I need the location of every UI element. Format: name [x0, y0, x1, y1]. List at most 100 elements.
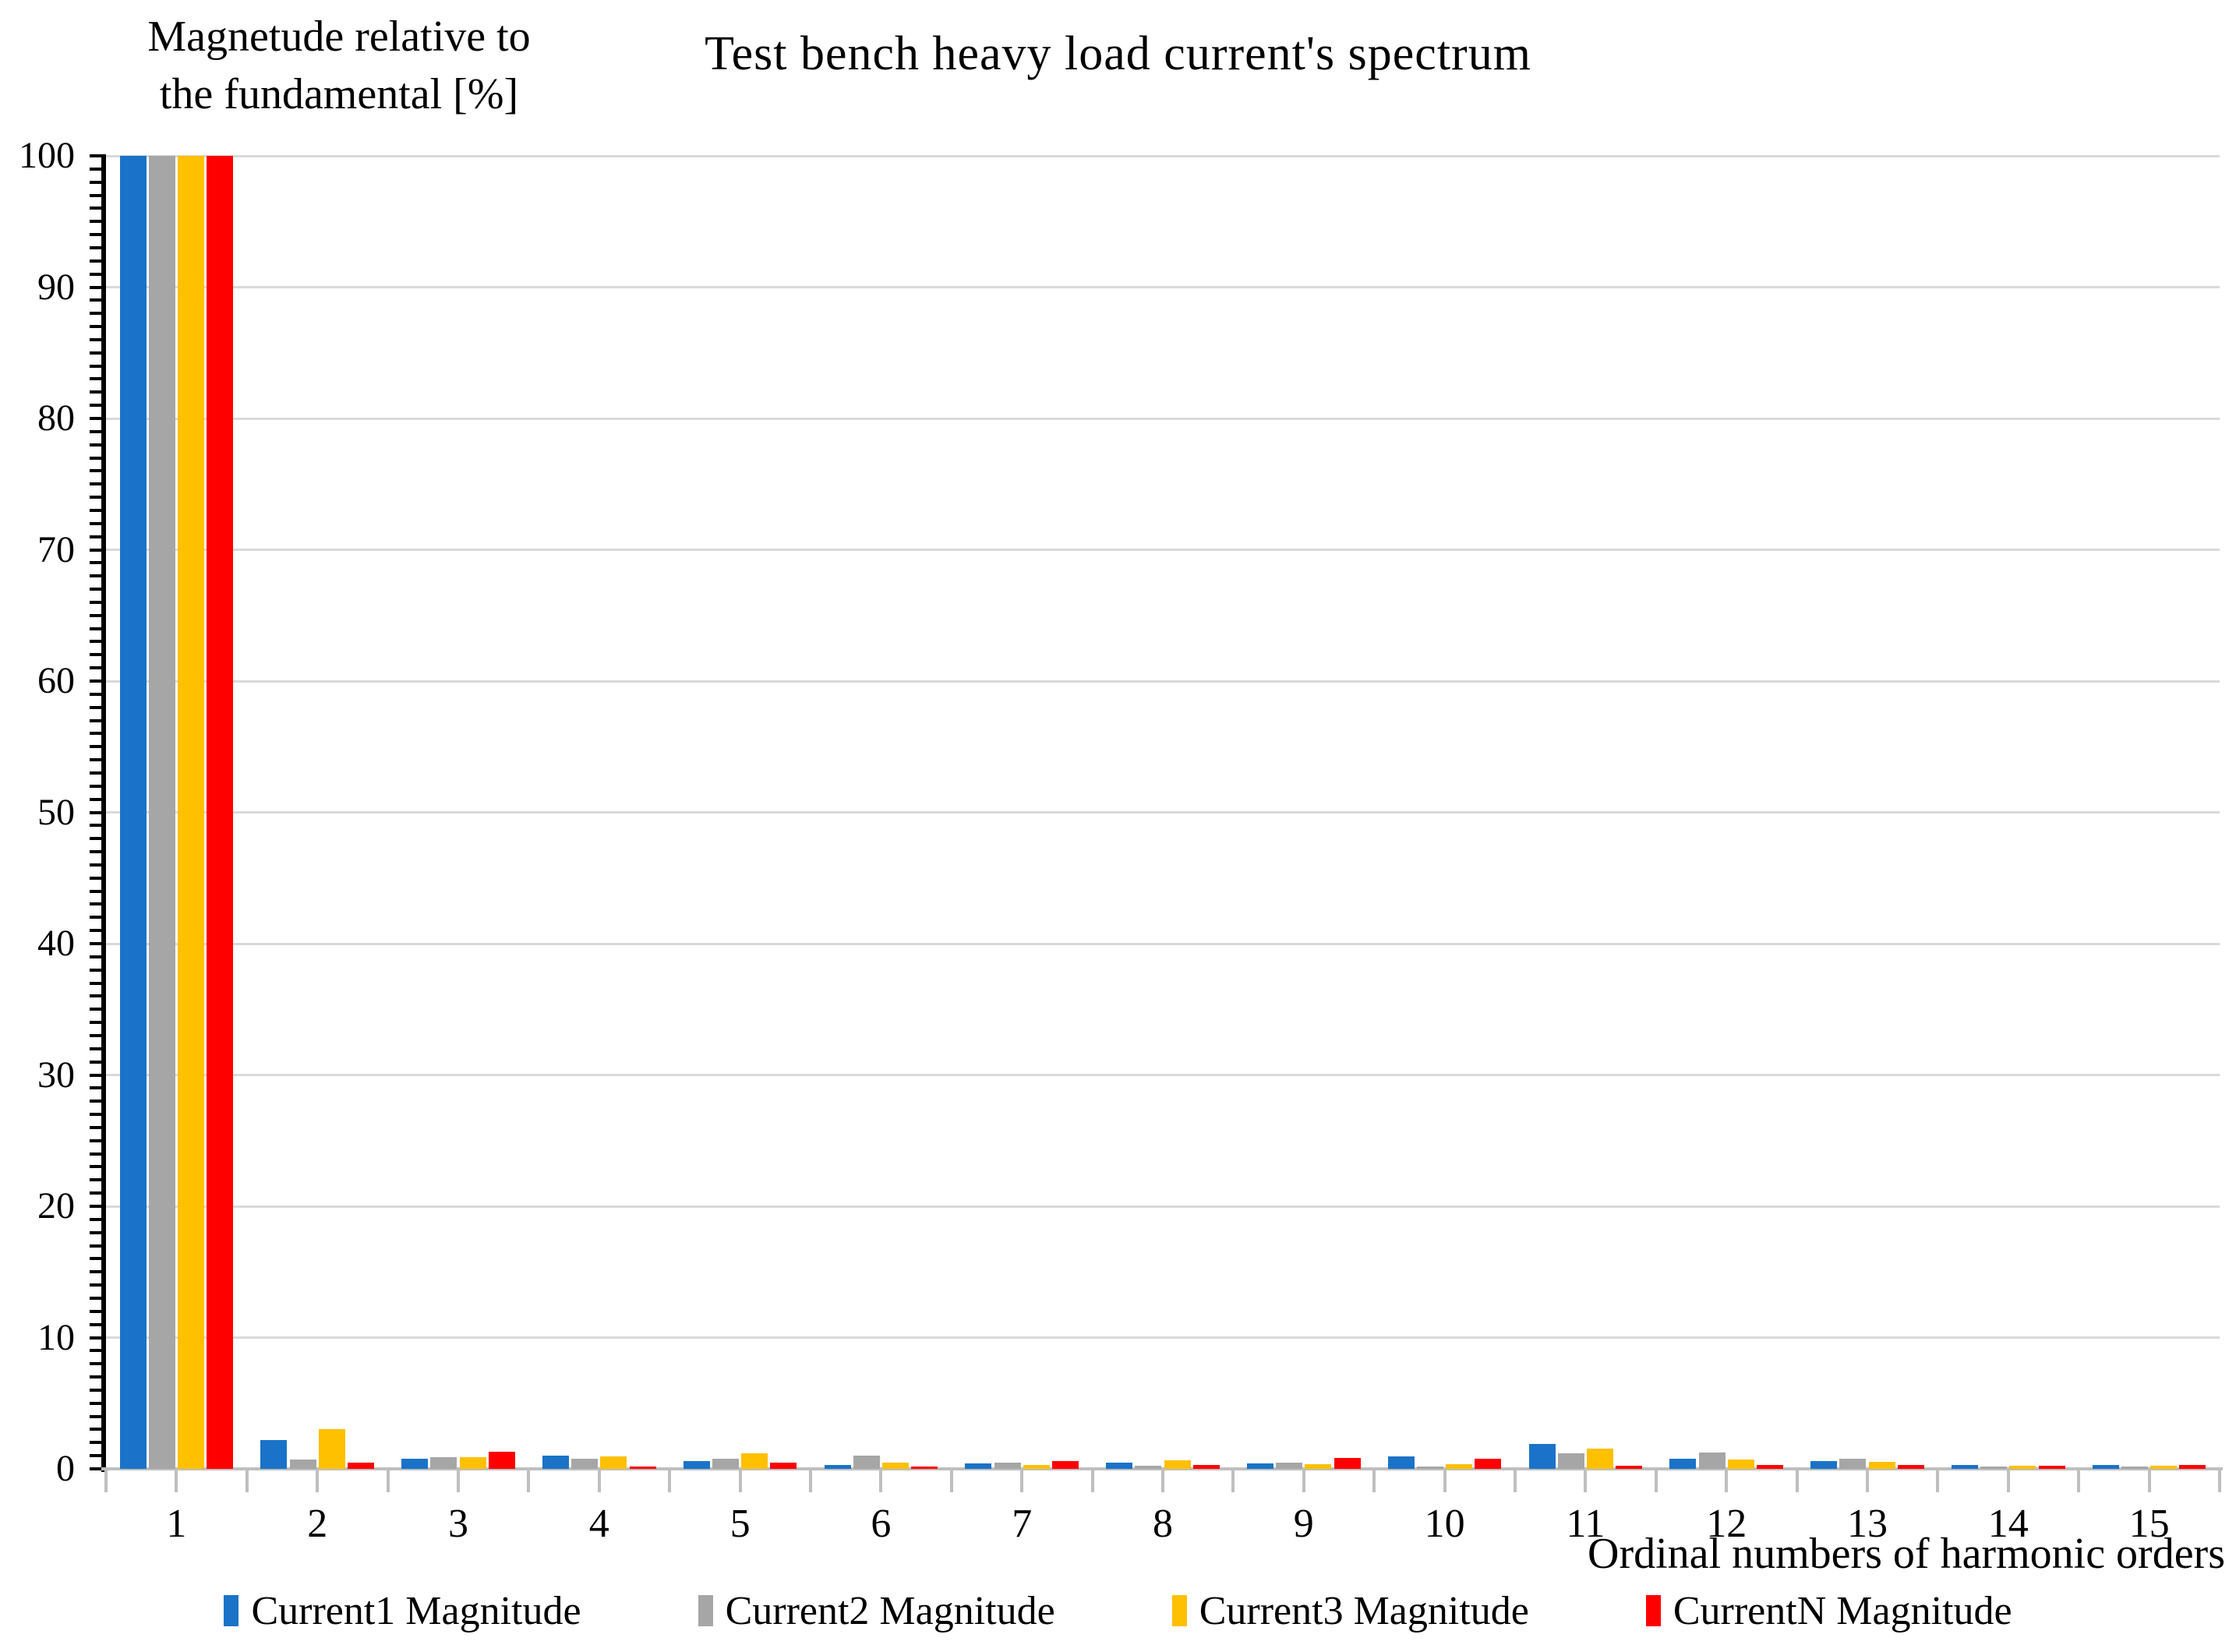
x-axis-tick [1231, 1469, 1235, 1492]
bar-current3-magnitude-h11 [1587, 1449, 1613, 1469]
y-axis-tick [90, 1467, 101, 1470]
bar-current2-magnitude-h10 [1417, 1467, 1443, 1469]
bar-current1-magnitude-h5 [683, 1461, 710, 1469]
y-axis-tick [90, 298, 101, 302]
bar-current3-magnitude-h13 [1868, 1462, 1895, 1469]
y-axis-tick [90, 337, 101, 341]
y-axis-tick [90, 1349, 101, 1353]
bar-currentn-magnitude-h7 [1052, 1461, 1079, 1469]
y-axis-tick [90, 942, 101, 945]
x-axis-tick [316, 1469, 320, 1492]
x-axis-tick [457, 1469, 460, 1492]
y-tick-label-70: 70 [37, 528, 75, 570]
bar-current2-magnitude-h9 [1276, 1463, 1303, 1469]
x-tick-label-6: 6 [871, 1502, 892, 1546]
y-axis-tick [90, 1073, 101, 1077]
y-axis-tick [90, 666, 101, 670]
x-axis-tick [597, 1469, 601, 1492]
x-tick-label-4: 4 [588, 1502, 609, 1546]
y-axis-tick [90, 404, 101, 408]
x-axis-tick [1654, 1469, 1658, 1492]
y-axis-tick [90, 245, 101, 249]
gridline-y-30 [106, 1074, 2220, 1076]
gridline-y-50 [106, 811, 2220, 814]
y-axis-tick [90, 929, 101, 933]
y-axis-tick [90, 1060, 101, 1064]
bar-current2-magnitude-h8 [1135, 1466, 1162, 1469]
bar-currentn-magnitude-h11 [1616, 1466, 1643, 1469]
y-axis-tick [90, 653, 101, 657]
x-axis-tick [1020, 1469, 1024, 1492]
y-axis-tick [90, 574, 101, 578]
x-tick-label-14: 14 [1987, 1502, 2029, 1546]
x-tick-label-9: 9 [1293, 1502, 1314, 1546]
chart-title: Test bench heavy load current's spectrum [705, 27, 1531, 80]
gridline-y-40 [106, 942, 2220, 945]
bar-currentn-magnitude-h12 [1757, 1465, 1783, 1469]
y-axis-tick [90, 1138, 101, 1142]
y-axis-tick [90, 1270, 101, 1274]
y-axis-tick [90, 312, 101, 316]
y-axis-tick [90, 1322, 101, 1326]
y-axis-tick [90, 876, 101, 880]
y-axis-tick [90, 443, 101, 447]
y-axis-tick [90, 1191, 101, 1195]
legend-marker-icon [1171, 1595, 1187, 1626]
gridline-y-80 [106, 417, 2220, 420]
bar-current3-magnitude-h3 [459, 1457, 486, 1469]
y-axis-tick [90, 285, 101, 289]
bar-current3-magnitude-h5 [741, 1453, 768, 1469]
bar-current1-magnitude-h1 [119, 156, 147, 1469]
y-axis-tick [90, 588, 101, 591]
y-axis-tick [90, 1362, 101, 1366]
x-axis-tick [738, 1469, 742, 1492]
legend-label: Current2 Magnitude [725, 1588, 1055, 1633]
y-axis-tick [90, 994, 101, 998]
bar-current1-magnitude-h14 [1952, 1465, 1978, 1469]
y-axis-tick [90, 456, 101, 460]
bar-current2-magnitude-h12 [1698, 1453, 1726, 1469]
x-tick-label-12: 12 [1706, 1502, 1747, 1546]
y-axis-tick [90, 1454, 101, 1458]
legend-entry-current1-magnitude: Current1 Magnitude [224, 1588, 581, 1634]
y-tick-label-80: 80 [37, 397, 75, 439]
y-axis-tick [90, 955, 101, 958]
y-axis-tick [90, 889, 101, 893]
y-axis-tick [90, 193, 101, 197]
y-axis-line [101, 154, 106, 1472]
y-axis-tick [90, 521, 101, 525]
y-axis-tick [90, 206, 101, 210]
x-axis-tick [809, 1469, 812, 1492]
y-axis-tick [90, 850, 101, 854]
bar-current3-magnitude-h7 [1023, 1465, 1050, 1469]
bar-current2-magnitude-h11 [1557, 1453, 1584, 1469]
y-axis-tick [90, 1152, 101, 1156]
bar-currentn-magnitude-h13 [1897, 1465, 1924, 1469]
x-axis-tick [386, 1469, 390, 1492]
x-axis-tick [1090, 1469, 1094, 1492]
y-axis-tick [90, 692, 101, 696]
x-axis-tick [879, 1469, 883, 1492]
y-axis-tick [90, 259, 101, 263]
y-axis-tick [90, 916, 101, 920]
bar-currentn-magnitude-h9 [1333, 1458, 1361, 1469]
bar-current1-magnitude-h13 [1810, 1461, 1838, 1469]
legend-label: Current1 Magnitude [251, 1588, 581, 1633]
y-axis-title-line1: Magnetude relative to [147, 12, 531, 61]
y-axis-tick [90, 1309, 101, 1313]
x-axis-tick [668, 1469, 672, 1492]
x-axis-tick [1795, 1469, 1799, 1492]
y-tick-label-20: 20 [37, 1185, 75, 1227]
bar-current1-magnitude-h2 [260, 1440, 288, 1469]
x-axis-tick [1372, 1469, 1376, 1492]
y-axis-tick [90, 600, 101, 604]
y-axis-tick [90, 390, 101, 394]
bar-currentn-magnitude-h1 [207, 156, 234, 1469]
y-tick-label-100: 100 [19, 135, 75, 176]
legend: Current1 Magnitude Current2 Magnitude Curr… [0, 1582, 2236, 1640]
y-axis-tick [90, 1217, 101, 1221]
y-tick-label-0: 0 [56, 1448, 75, 1489]
bar-currentn-magnitude-h5 [770, 1463, 797, 1469]
x-axis-tick [1302, 1469, 1305, 1492]
bar-current2-magnitude-h14 [1980, 1467, 2008, 1469]
